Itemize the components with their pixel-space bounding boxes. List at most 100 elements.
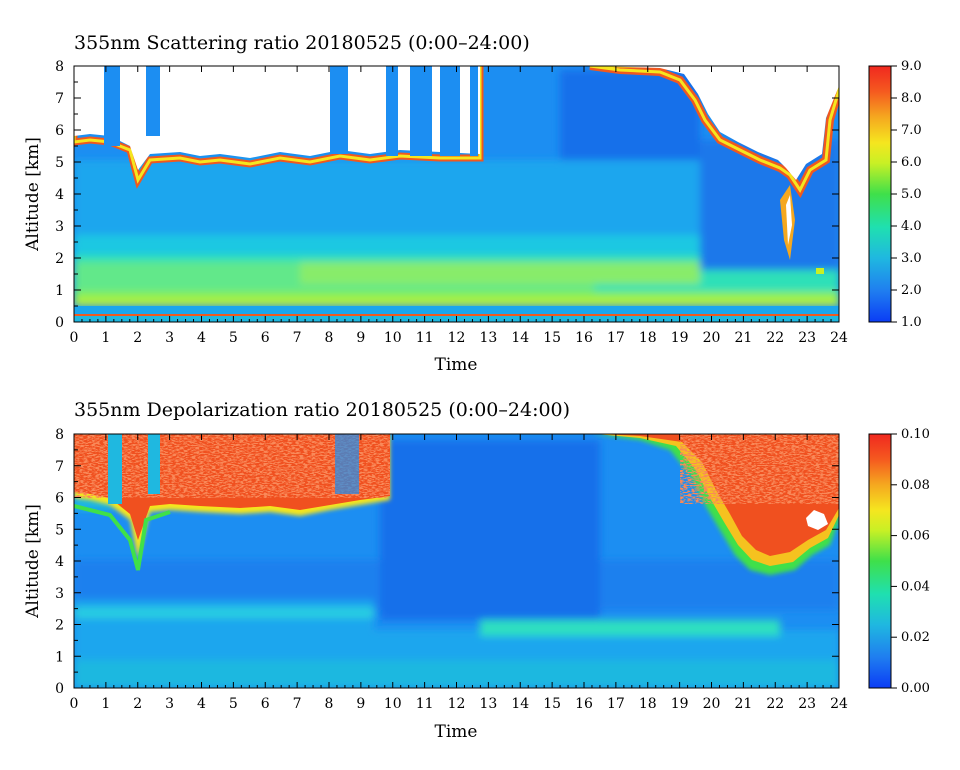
panel-1-x-tick-label: 9 — [356, 330, 365, 346]
panel-2-y-tick-label: 1 — [55, 649, 64, 665]
panel-2-x-tick-label: 15 — [543, 696, 561, 712]
panel-2-xlabel: Time — [435, 722, 478, 742]
panel-2-x-tick-label: 18 — [639, 696, 657, 712]
panel-2-x-tick-label: 5 — [229, 696, 238, 712]
panel-2-title: 355nm Depolarization ratio 20180525 (0:0… — [74, 399, 570, 421]
panel-1-colorbar-tick-label: 5.0 — [901, 187, 922, 202]
panel-2-x-tick-label: 12 — [448, 696, 466, 712]
panel-2-cloud-top-left — [74, 434, 390, 571]
panel-1-x-tick-label: 14 — [511, 330, 529, 346]
panel-2-x-tick-label: 22 — [766, 696, 784, 712]
panel-1-x-tick-label: 6 — [261, 330, 270, 346]
panel-1-x-tick-label: 8 — [325, 330, 334, 346]
panel-2-x-tick-label: 4 — [197, 696, 206, 712]
panel-2-colorbar-tick-label: 0.04 — [901, 579, 930, 594]
panel-2-x-tick-label: 19 — [671, 696, 689, 712]
panel-2-colorbar-tick-label: 0.06 — [901, 529, 930, 544]
panel-1-x-tick-label: 22 — [766, 330, 784, 346]
panel-1-cloud-top-right — [589, 66, 839, 274]
panel-2-x-tick-label: 7 — [293, 696, 302, 712]
panel-2-colorbar — [868, 433, 892, 689]
panel-2-y-tick-label: 4 — [55, 554, 64, 570]
panel-2-x-tick-label: 2 — [133, 696, 142, 712]
panel-2-y-tick-label: 6 — [55, 491, 64, 507]
panel-2-x-tick-label: 0 — [70, 696, 79, 712]
panel-1-y-tick-label: 7 — [55, 91, 64, 107]
panel-1-x-tick-label: 15 — [543, 330, 561, 346]
panel-1-x-tick-label: 1 — [101, 330, 110, 346]
panel-2-x-tick-label: 3 — [165, 696, 174, 712]
panel-2-x-tick-label: 6 — [261, 696, 270, 712]
panel-2-x-tick-label: 9 — [356, 696, 365, 712]
panel-2-x-tick-label: 1 — [101, 696, 110, 712]
panel-2-axes: 0 1 2 3 4 5 6 7 8 9 10 11 12 13 14 15 16 17 18 19 20 21 22 23 24… — [55, 427, 848, 712]
panel-2-x-tick-label: 10 — [384, 696, 402, 712]
panel-2-x-tick-label: 13 — [479, 696, 497, 712]
panel-1-colorbar — [868, 65, 892, 323]
panel-2-x-tick-label: 8 — [325, 696, 334, 712]
panel-2-heatmap — [74, 434, 839, 688]
panel-2-x-tick-label: 21 — [734, 696, 752, 712]
panel-1-colorbar-ticks: 1.0 2.0 3.0 4.0 5.0 6.0 7.0 8.0 9.0 — [891, 59, 922, 330]
panel-1-heatmap — [74, 66, 839, 322]
panel-1-x-tick-label: 10 — [384, 330, 402, 346]
panel-1-x-tick-label: 0 — [70, 330, 79, 346]
panel-1-x-tick-label: 13 — [479, 330, 497, 346]
panel-1-surface-layer — [74, 306, 839, 314]
panel-1-x-tick-label: 5 — [229, 330, 238, 346]
panel-1-x-tick-label: 24 — [830, 330, 848, 346]
panel-1-y-tick-label: 0 — [55, 315, 64, 331]
panel-1-x-tick-label: 11 — [416, 330, 434, 346]
panel-2-x-tick-label: 17 — [607, 696, 625, 712]
panel-1-x-tick-label: 17 — [607, 330, 625, 346]
panel-2-x-tick-label: 16 — [575, 696, 593, 712]
panel-1-xlabel: Time — [435, 355, 478, 375]
panel-1-x-tick-label: 21 — [734, 330, 752, 346]
panel-2-x-tick-label: 24 — [830, 696, 848, 712]
panel-1-y-tick-label: 2 — [55, 251, 64, 267]
panel-1-y-tick-label: 5 — [55, 155, 64, 171]
panel-1-colorbar-tick-label: 6.0 — [901, 155, 922, 170]
panel-1-colorbar-tick-label: 4.0 — [901, 219, 922, 234]
panel-2-y-tick-label: 5 — [55, 522, 64, 538]
panel-1-colorbar-tick-label: 2.0 — [901, 283, 922, 298]
panel-2-y-tick-label: 8 — [55, 427, 64, 443]
panel-2-ylabel: Altitude [km] — [23, 504, 43, 619]
panel-1-y-tick-label: 8 — [55, 59, 64, 75]
panel-1-colorbar-tick-label: 8.0 — [901, 91, 922, 106]
panel-1-y-tick-label: 4 — [55, 187, 64, 203]
panel-2-colorbar-tick-label: 0.02 — [901, 630, 930, 645]
panel-2-x-tick-label: 11 — [416, 696, 434, 712]
panel-2-colorbar-ticks: 0.00 0.02 0.04 0.06 0.08 0.10 — [891, 427, 930, 696]
panel-1-colorbar-tick-label: 3.0 — [901, 251, 922, 266]
panel-2-y-tick-label: 7 — [55, 459, 64, 475]
panel-2-y-tick-label: 0 — [55, 681, 64, 697]
panel-1-y-tick-label: 3 — [55, 219, 64, 235]
panel-1-x-tick-label: 3 — [165, 330, 174, 346]
panel-1-x-tick-label: 12 — [448, 330, 466, 346]
panel-1-ylabel: Altitude [km] — [23, 137, 43, 252]
panel-1-ground-line — [74, 314, 839, 316]
panel-2-colorbar-tick-label: 0.08 — [901, 478, 930, 493]
panel-1-x-tick-label: 7 — [293, 330, 302, 346]
panel-2-colorbar-tick-label: 0.00 — [901, 681, 930, 696]
panel-1-axes: 0 1 2 3 4 5 6 7 8 9 10 11 12 13 14 15 16 17 18 19 20 21 22 23 24… — [55, 59, 848, 346]
panel-1-colorbar-tick-label: 1.0 — [901, 315, 922, 330]
panel-1-x-tick-label: 19 — [671, 330, 689, 346]
panel-2-x-tick-label: 23 — [798, 696, 816, 712]
panel-1-x-tick-label: 23 — [798, 330, 816, 346]
panel-1-x-tick-label: 2 — [133, 330, 142, 346]
panel-2-cloud-top-right — [592, 434, 839, 575]
panel-1-x-tick-label: 20 — [703, 330, 721, 346]
panel-1-colorbar-tick-label: 9.0 — [901, 59, 922, 74]
panel-2-y-tick-label: 3 — [55, 586, 64, 602]
panel-2-x-tick-label: 20 — [703, 696, 721, 712]
panel-2-x-tick-label: 14 — [511, 696, 529, 712]
panel-2-texture — [74, 440, 839, 688]
panel-1-y-tick-label: 1 — [55, 283, 64, 299]
panel-1-x-tick-label: 18 — [639, 330, 657, 346]
panel-2-colorbar-tick-label: 0.10 — [901, 427, 930, 442]
panel-2-y-tick-label: 2 — [55, 618, 64, 634]
panel-1-cloud-top-left — [74, 66, 484, 189]
